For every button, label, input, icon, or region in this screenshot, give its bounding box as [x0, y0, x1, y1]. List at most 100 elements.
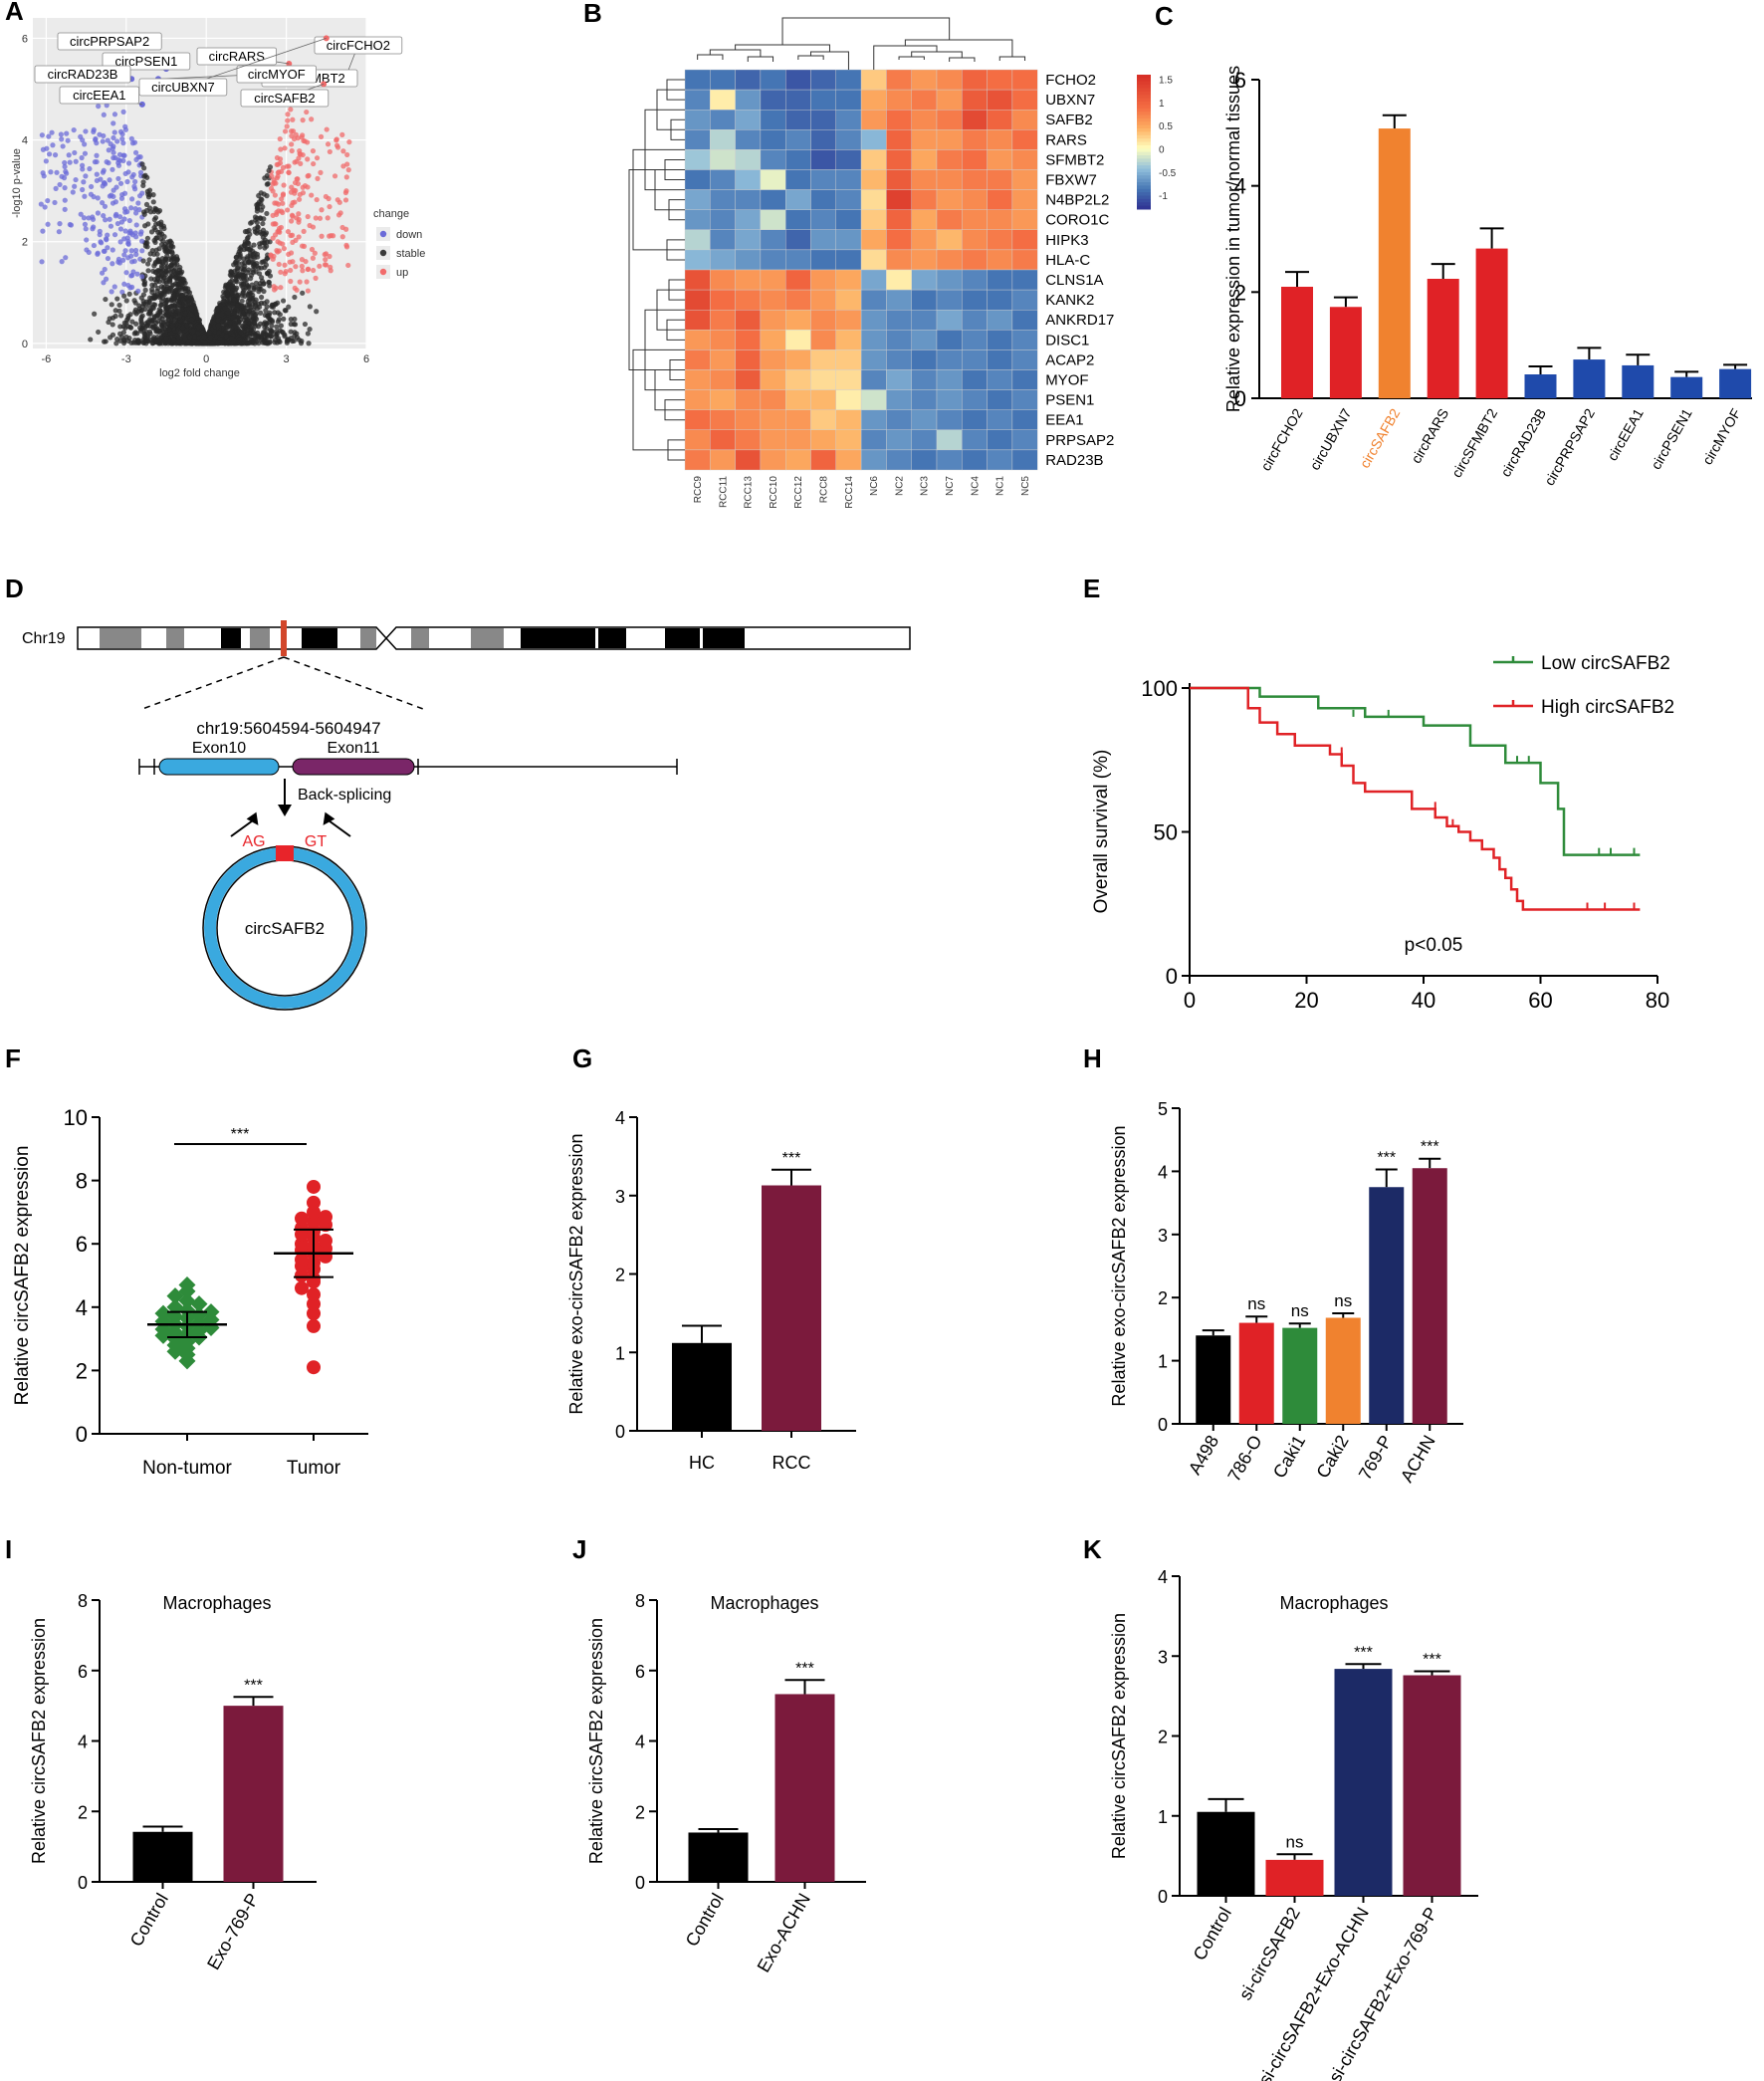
y-axis-title: Relative exo-circSAFB2 expression [566, 1133, 586, 1414]
exon11-label: Exon11 [327, 740, 379, 757]
data-point [40, 146, 47, 152]
heatmap-cell [886, 330, 912, 350]
data-point [141, 211, 147, 217]
y-tick-label: 2 [635, 1802, 645, 1822]
heatmap-cell [987, 109, 1013, 130]
data-point [172, 266, 179, 272]
data-point [309, 116, 315, 122]
heatmap-cell [710, 369, 736, 390]
x-tick-label: Control [682, 1890, 728, 1950]
colorbar-segment [1137, 138, 1151, 142]
data-point [100, 169, 107, 175]
heatmap-cell [860, 310, 887, 331]
data-point [276, 228, 282, 234]
data-point [128, 253, 134, 259]
heatmap-cell [760, 69, 786, 91]
data-point [116, 151, 123, 157]
data-point [83, 226, 89, 232]
data-point [86, 249, 92, 256]
legend-marker [379, 249, 387, 257]
data-point [141, 331, 147, 337]
data-point [111, 284, 117, 290]
panel-label: C [1155, 1, 1174, 31]
column-dendrogram [873, 45, 938, 70]
data-point [282, 308, 288, 314]
heatmap-cell [886, 249, 912, 271]
bar [1197, 1811, 1255, 1896]
heatmap-cell [735, 229, 762, 251]
data-point [84, 237, 90, 243]
heatmap-cell [936, 249, 963, 271]
data-point [245, 270, 251, 276]
data-point [322, 262, 329, 268]
data-point [280, 298, 287, 304]
data-point [136, 338, 142, 344]
colorbar-segment [1137, 85, 1151, 89]
heatmap-cell [710, 189, 736, 210]
heatmap-cell [835, 289, 862, 311]
colorbar-segment [1137, 78, 1151, 83]
data-point [72, 183, 78, 189]
data-point [299, 257, 306, 263]
panel-b-heatmap: B FCHO2 UBXN7 SAFB2 RARS SFMBT2 FBXW7 N4BP2L2 CO… [583, 0, 1177, 509]
data-point [120, 157, 126, 164]
data-point [328, 233, 334, 239]
data-point [244, 327, 250, 333]
data-point [270, 181, 276, 187]
data-point [264, 193, 270, 199]
data-point [106, 147, 111, 153]
heatmap-cell [735, 89, 762, 111]
data-point [152, 227, 158, 233]
heatmap-cell [860, 89, 887, 111]
heatmap-cell [1011, 149, 1038, 170]
data-point [278, 146, 284, 152]
data-point [135, 200, 141, 206]
data-point [282, 334, 288, 340]
heatmap-cell [911, 209, 938, 230]
data-point [124, 235, 130, 241]
heatmap-cell [962, 269, 988, 291]
heatmap-cell [735, 449, 762, 471]
data-point [289, 141, 295, 147]
data-point [123, 270, 129, 276]
data-point [133, 222, 139, 228]
data-point [81, 179, 87, 185]
heatmap-cell [810, 269, 836, 291]
heatmap-cell [987, 69, 1013, 91]
data-point [251, 310, 257, 316]
data-point [220, 293, 226, 300]
data-point [251, 242, 257, 248]
heatmap-cell [962, 409, 988, 431]
gene-label: circSAFB2 [254, 91, 315, 106]
circrna-label: circSAFB2 [245, 919, 325, 938]
x-tick-label: 0 [1184, 988, 1196, 1013]
data-point [143, 201, 150, 208]
data-point [258, 294, 265, 301]
data-point [209, 320, 215, 326]
heatmap-cell [860, 449, 887, 471]
data-point [314, 309, 320, 315]
label-box [57, 32, 162, 51]
heatmap-cell [785, 229, 811, 251]
data-point [52, 199, 58, 206]
data-point [313, 275, 319, 281]
data-point [288, 107, 294, 113]
data-point [105, 245, 110, 251]
data-point [73, 158, 79, 164]
data-point [239, 341, 245, 347]
data-point [257, 244, 263, 250]
data-point [239, 298, 245, 304]
column-dendrogram [709, 49, 762, 57]
y-tick-label: 2 [615, 1266, 625, 1285]
data-point [167, 263, 174, 269]
y-tick-label: 100 [1141, 676, 1178, 701]
heatmap-cell [760, 89, 786, 111]
bar [1325, 1317, 1361, 1424]
data-point [129, 319, 135, 325]
x-tick-label: Control [1190, 1904, 1235, 1964]
colorbar-segment [1137, 105, 1151, 110]
locus-marker [281, 620, 287, 656]
data-point [191, 334, 198, 340]
data-point [280, 241, 286, 247]
data-point [270, 221, 276, 227]
